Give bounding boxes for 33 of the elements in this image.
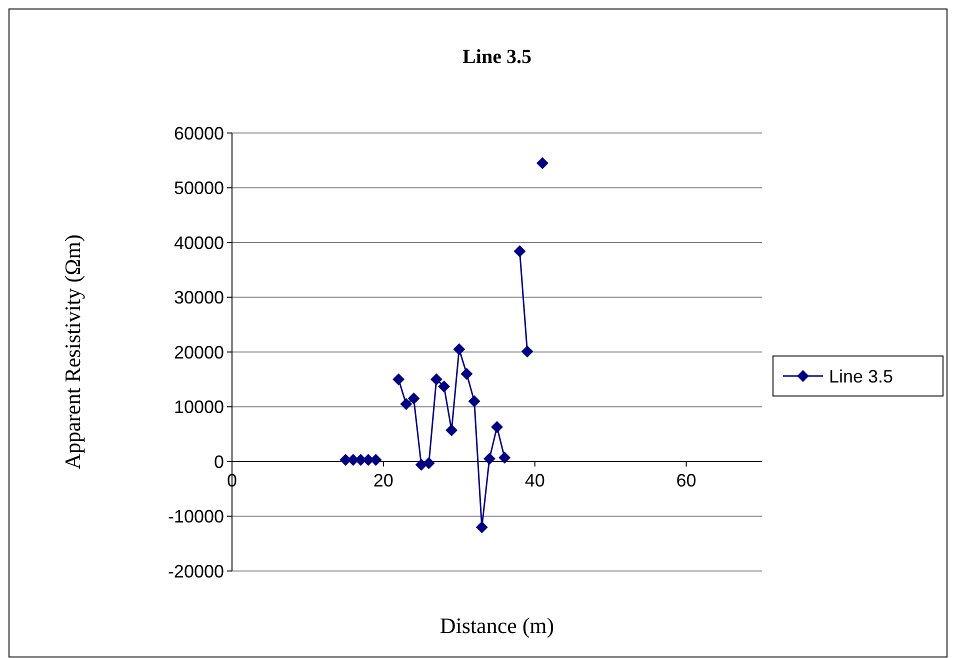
point <box>468 395 480 408</box>
x-tick-label: 40 <box>524 470 545 490</box>
y-tick-label: 10000 <box>174 397 224 418</box>
point <box>460 368 473 380</box>
x-tick-label: 60 <box>676 470 696 490</box>
x-axis-title: Distance (m) <box>440 613 554 638</box>
point <box>422 457 435 470</box>
y-axis-title: Apparent Resistivity (Ωm) <box>59 233 86 472</box>
y-tick-label: 20000 <box>174 342 224 362</box>
point <box>392 373 405 386</box>
point <box>453 343 466 356</box>
point <box>400 398 412 410</box>
point <box>498 452 511 464</box>
y-tick-label: 50000 <box>174 178 224 198</box>
point <box>536 157 548 170</box>
point <box>438 380 450 392</box>
y-tick-label: -10000 <box>168 506 224 527</box>
point <box>514 245 526 258</box>
y-tick-label: 30000 <box>174 288 224 308</box>
y-tick-label: 60000 <box>174 123 224 144</box>
x-tick-label: 20 <box>373 470 394 490</box>
y-tick-label: 0 <box>214 452 224 472</box>
legend-label: Line 3.5 <box>829 366 894 386</box>
y-tick-label: -20000 <box>168 561 224 582</box>
point <box>446 424 458 436</box>
point <box>476 521 488 534</box>
point <box>491 421 503 434</box>
point <box>483 452 496 465</box>
point <box>521 345 534 358</box>
point <box>430 373 442 386</box>
point <box>408 392 420 405</box>
y-tick-label: 40000 <box>174 232 224 253</box>
chart-title: Line 3.5 <box>462 46 532 68</box>
